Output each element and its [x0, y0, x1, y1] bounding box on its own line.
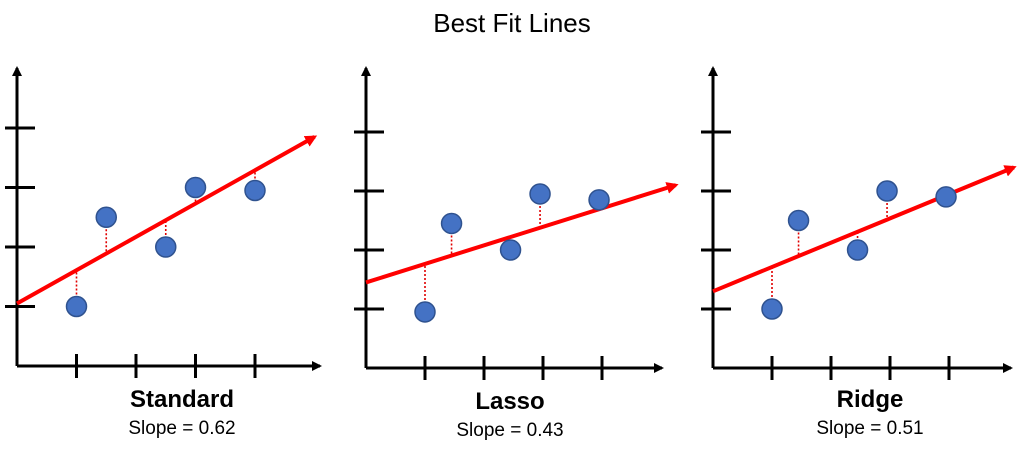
panel-standard	[5, 66, 322, 378]
slope-label-lasso: Slope = 0.43	[456, 420, 564, 441]
data-point-lasso-1	[414, 301, 436, 323]
data-point-ridge-4	[876, 180, 898, 202]
data-point-lasso-5	[588, 189, 610, 211]
fit-line-ridge	[712, 165, 1017, 294]
data-point-lasso-4	[529, 183, 551, 205]
data-point-standard-4	[184, 176, 207, 199]
chart-title: Best Fit Lines	[433, 8, 591, 38]
data-point-ridge-1	[761, 298, 783, 320]
panel-title-ridge: Ridge	[836, 386, 904, 413]
data-point-lasso-2	[440, 212, 463, 235]
data-point-standard-1	[65, 295, 88, 318]
data-point-ridge-2	[787, 209, 810, 232]
data-point-lasso-3	[499, 239, 522, 261]
panel-ridge	[701, 66, 1017, 380]
fit-line-standard	[16, 135, 318, 306]
panel-title-standard: Standard	[129, 386, 234, 413]
data-point-standard-5	[244, 179, 266, 202]
panel-title-lasso: Lasso	[475, 388, 545, 415]
data-point-standard-2	[95, 206, 117, 228]
panel-lasso	[354, 66, 679, 380]
data-point-standard-3	[155, 236, 177, 258]
slope-label-ridge: Slope = 0.51	[816, 418, 924, 439]
fit-line-lasso	[365, 182, 679, 285]
data-point-ridge-5	[935, 186, 957, 208]
slope-label-standard: Slope = 0.62	[128, 418, 236, 439]
data-point-ridge-3	[846, 239, 869, 261]
